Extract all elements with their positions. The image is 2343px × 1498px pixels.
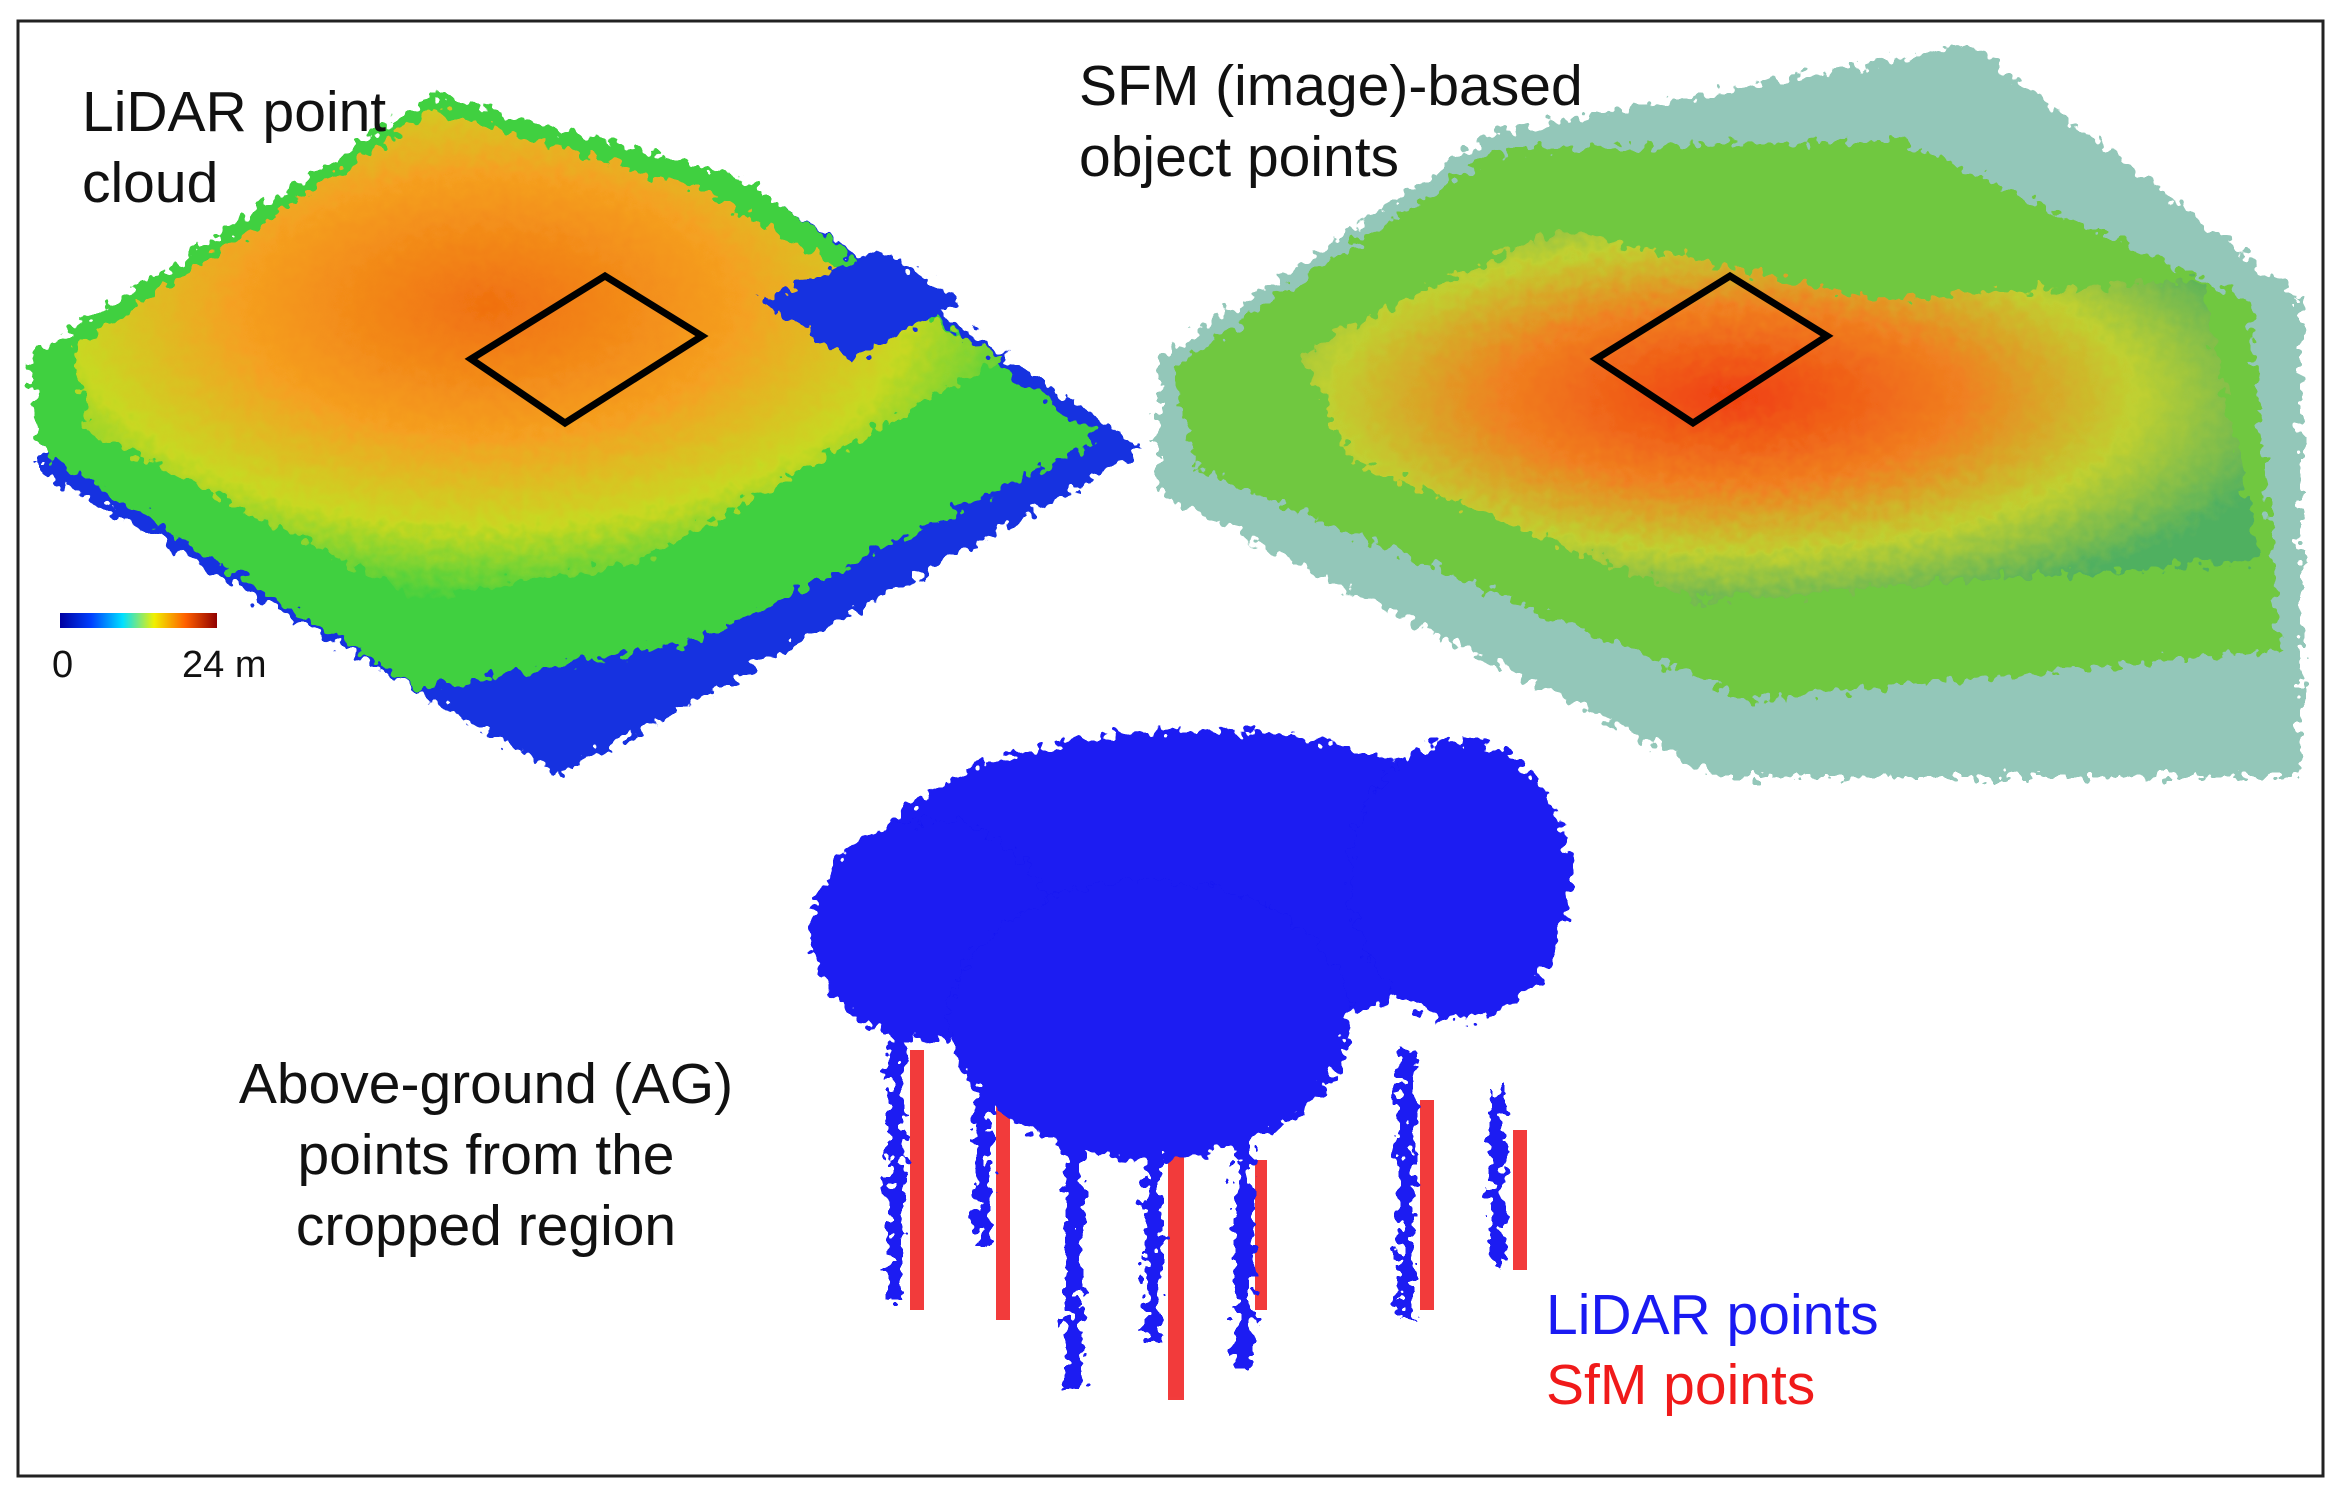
lidar-title: LiDAR point	[82, 80, 386, 144]
gap	[760, 250, 960, 360]
legend-entry: LiDAR points	[1546, 1283, 1879, 1347]
crop-box	[1589, 271, 1834, 428]
lidar-title: cloud	[82, 151, 218, 215]
sfm-points	[910, 1050, 1527, 1400]
lidar-points	[810, 730, 1570, 1390]
colorbar-min: 0	[52, 644, 73, 686]
crop-box	[464, 271, 709, 428]
ag-cloud	[810, 730, 1570, 1400]
colorbar-max: 24 m	[182, 644, 266, 686]
sfm-cloud	[1158, 45, 2301, 777]
sfm-title: object points	[1079, 125, 1399, 189]
colorbar	[60, 613, 217, 628]
sfm-title: SFM (image)-based	[1079, 54, 1583, 118]
ag-title: Above-ground (AG)	[239, 1052, 733, 1116]
legend-entry: SfM points	[1546, 1353, 1815, 1417]
lidar-cloud	[30, 95, 1143, 775]
ag-title: points from the	[297, 1123, 674, 1187]
canopy-heat	[1300, 230, 2260, 600]
ag-title: cropped region	[296, 1194, 676, 1258]
canopy-heat	[70, 110, 1000, 600]
frame	[16, 19, 2325, 1478]
